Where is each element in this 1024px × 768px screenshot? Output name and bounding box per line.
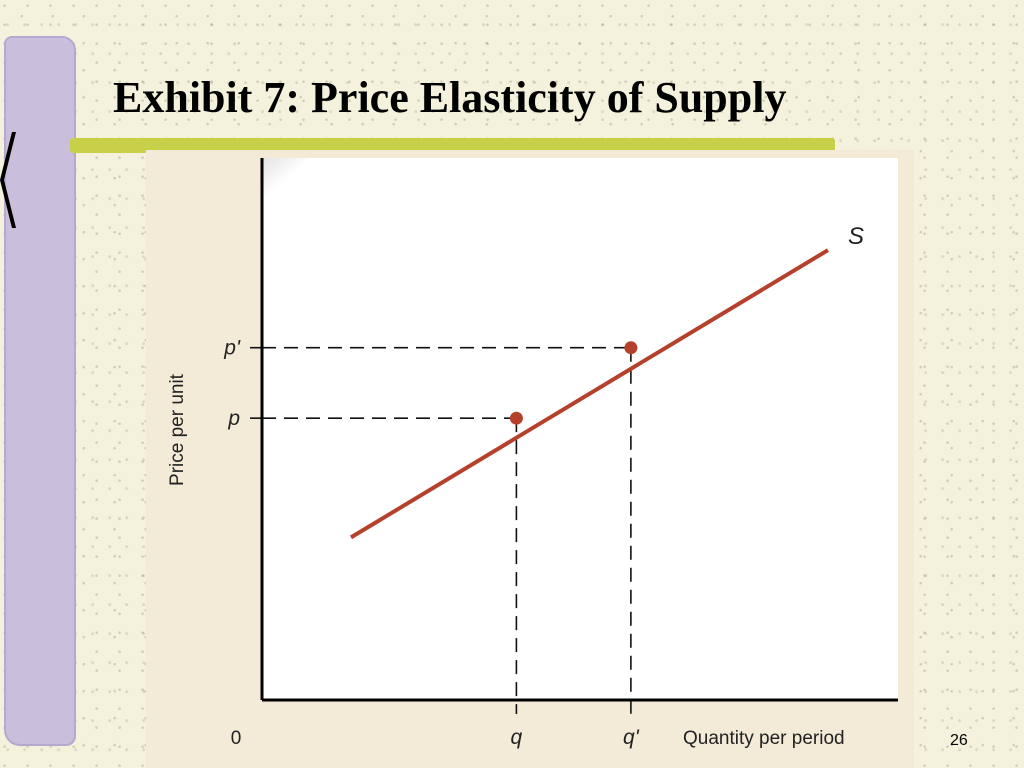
quantity-tick-label: q [511,726,523,749]
supply-point-1 [509,411,523,425]
bracket-icon [0,132,16,228]
y-axis-label: Price per unit [167,373,188,486]
page-number: 26 [950,732,968,749]
origin-label: 0 [231,728,242,749]
supply-curve-line [349,248,830,540]
quantity-tick-label: q' [623,726,640,749]
supply-curve-label: S [848,223,864,250]
plot-area [262,158,898,700]
title-underline [70,138,835,153]
price-tick-label: p [227,407,240,430]
sidebar-decoration [4,36,76,746]
supply-point-2 [624,341,638,355]
slide-title: Exhibit 7: Price Elasticity of Supply [113,73,787,122]
price-tick-label: p' [223,337,241,360]
x-axis-label: Quantity per period [683,728,845,749]
